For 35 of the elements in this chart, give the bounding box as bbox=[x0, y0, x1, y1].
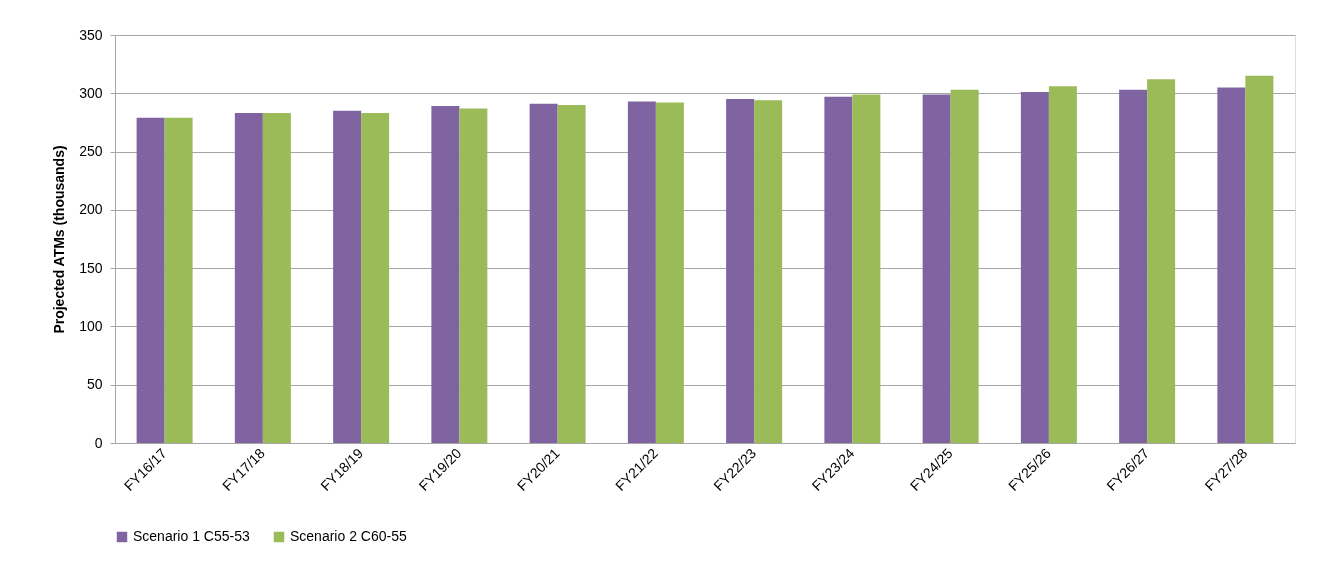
bar bbox=[852, 94, 881, 443]
bar bbox=[361, 113, 390, 443]
bar bbox=[1245, 75, 1274, 443]
bar bbox=[655, 102, 684, 443]
bar bbox=[1147, 79, 1176, 443]
bar bbox=[726, 99, 755, 443]
bar bbox=[557, 104, 586, 443]
bar bbox=[1020, 92, 1049, 443]
bar bbox=[136, 117, 165, 443]
y-tick-label: 50 bbox=[86, 376, 103, 393]
bar bbox=[459, 108, 488, 443]
bar bbox=[950, 89, 979, 443]
bar bbox=[1048, 86, 1077, 443]
bar bbox=[431, 106, 460, 443]
y-tick-label: 250 bbox=[79, 143, 103, 160]
bar bbox=[1119, 89, 1148, 443]
bar bbox=[262, 113, 291, 443]
y-tick-label: 100 bbox=[79, 317, 103, 334]
bar bbox=[234, 113, 263, 443]
y-tick-label: 300 bbox=[79, 84, 103, 101]
y-tick-label: 200 bbox=[79, 201, 103, 218]
bar bbox=[824, 96, 853, 443]
bar bbox=[922, 94, 951, 443]
y-tick-label: 0 bbox=[94, 434, 103, 451]
bar bbox=[1217, 87, 1246, 443]
legend-label: Scenario 2 C60-55 bbox=[290, 528, 407, 544]
y-tick-label: 350 bbox=[79, 26, 103, 43]
y-tick-label: 150 bbox=[79, 259, 103, 276]
y-axis-title: Projected ATMs (thousands) bbox=[51, 145, 68, 334]
bar bbox=[627, 101, 656, 443]
bar bbox=[754, 100, 783, 443]
bar bbox=[333, 110, 362, 443]
bar bbox=[164, 117, 193, 443]
bar bbox=[529, 103, 558, 443]
legend-label: Scenario 1 C55-53 bbox=[133, 528, 250, 544]
